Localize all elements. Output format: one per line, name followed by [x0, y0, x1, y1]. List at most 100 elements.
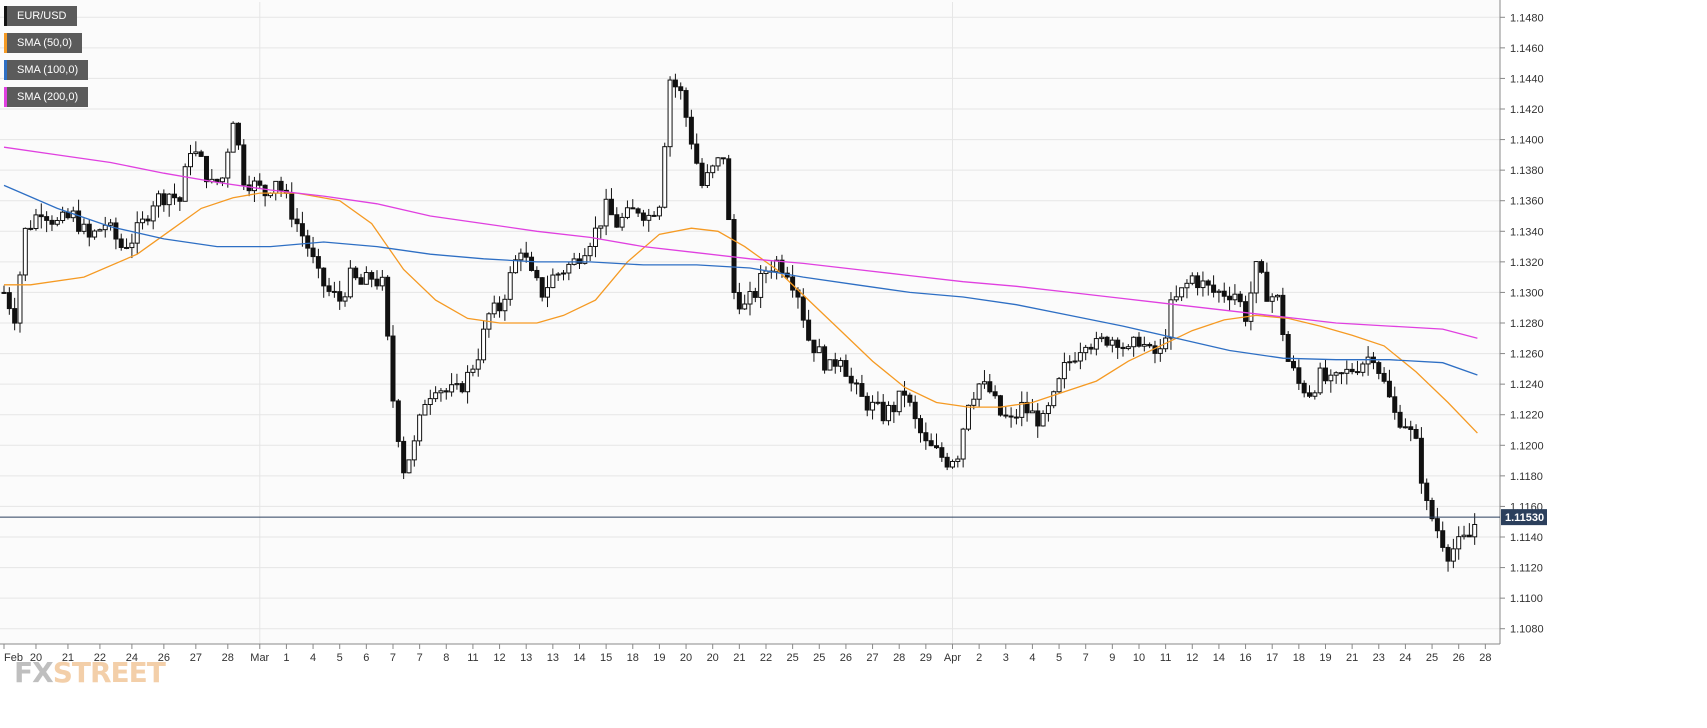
candle-body	[1466, 534, 1472, 538]
x-tick-label: 4	[1029, 652, 1035, 664]
candle-body	[342, 296, 348, 302]
candle-body	[225, 151, 231, 179]
x-tick-label: 2	[976, 652, 982, 664]
legend-label: SMA (100,0)	[17, 64, 79, 76]
x-tick-label: 22	[760, 652, 772, 664]
x-tick-label: 14	[1213, 652, 1225, 664]
legend-swatch	[4, 33, 7, 53]
candle-body	[1301, 382, 1307, 394]
candle-body	[491, 302, 497, 315]
legend-item-sma-100[interactable]: SMA (100,0)	[4, 60, 89, 80]
candle-body	[561, 272, 566, 275]
legend-item-eurusd[interactable]: EUR/USD	[4, 6, 77, 26]
y-tick-label: 1.1280	[1510, 318, 1544, 330]
candle-body	[1445, 546, 1451, 562]
candle-body	[1189, 275, 1195, 284]
candle-body	[76, 210, 82, 232]
candle-body	[1125, 346, 1131, 350]
candle-body	[289, 192, 295, 220]
candle-body	[592, 227, 598, 247]
y-tick-label: 1.1340	[1510, 226, 1544, 238]
candle-body	[699, 162, 705, 186]
candle-body	[1088, 346, 1094, 350]
candle-body	[1381, 372, 1387, 382]
candle-body	[241, 144, 247, 186]
candle-body	[965, 404, 971, 430]
candle-body	[529, 256, 535, 271]
candle-body	[470, 368, 476, 373]
candle-body	[1275, 294, 1281, 298]
candle-body	[997, 395, 1003, 416]
legend-label: SMA (50,0)	[17, 37, 73, 49]
candle-body	[1429, 499, 1435, 520]
candle-body	[502, 298, 508, 312]
sma-line	[3, 184, 1478, 376]
candle-body	[1024, 401, 1030, 414]
legend-item-sma-200[interactable]: SMA (200,0)	[4, 87, 89, 107]
x-tick-label: Apr	[944, 652, 961, 664]
candle-body	[1365, 356, 1371, 365]
candle-body	[534, 269, 540, 279]
last-price-badge	[1501, 509, 1547, 526]
candle-body	[294, 218, 300, 225]
candle-body	[582, 255, 588, 264]
x-tick-label: 18	[1293, 652, 1305, 664]
candle-body	[1019, 401, 1025, 418]
candle-body	[806, 319, 812, 341]
candle-body	[219, 177, 225, 183]
candle-body	[1120, 346, 1126, 350]
legend-item-sma-50[interactable]: SMA (50,0)	[4, 33, 83, 53]
legend-swatch	[4, 60, 7, 80]
x-tick-label: 26	[158, 652, 170, 664]
legend-swatch	[4, 87, 7, 107]
candle-body	[976, 383, 982, 400]
candle-body	[188, 153, 193, 168]
candle-body	[97, 229, 103, 232]
candle-body	[1184, 282, 1190, 289]
candle-body	[1168, 299, 1174, 339]
candle-body	[539, 277, 545, 298]
candle-body	[1418, 437, 1424, 484]
candle-body	[918, 418, 924, 434]
candle-body	[1029, 410, 1035, 414]
candle-body	[667, 79, 673, 148]
candle-body	[166, 193, 172, 206]
candle-body	[481, 328, 487, 361]
candle-body	[1296, 367, 1302, 384]
candle-body	[731, 219, 737, 293]
x-tick-label: Feb	[4, 652, 23, 664]
candle-body	[1040, 412, 1046, 427]
logo-street: STREET	[52, 656, 166, 689]
candle-body	[1354, 371, 1360, 374]
candle-body	[1440, 530, 1446, 548]
candle-body	[395, 400, 401, 442]
candle-body	[1157, 348, 1163, 354]
candle-body	[1237, 293, 1243, 303]
candle-body	[1216, 290, 1222, 293]
candle-body	[710, 165, 716, 174]
x-tick-label: 28	[1479, 652, 1491, 664]
candle-body	[870, 401, 876, 411]
candle-body	[358, 277, 364, 285]
candle-body	[672, 79, 678, 88]
candle-body	[230, 122, 236, 153]
candle-body	[337, 291, 343, 302]
y-tick-label: 1.1100	[1510, 593, 1543, 605]
x-tick-label: 26	[840, 652, 852, 664]
candle-body	[1322, 367, 1328, 382]
x-tick-label: 19	[1319, 652, 1331, 664]
candle-body	[619, 216, 625, 228]
candle-body	[662, 146, 668, 208]
candle-body	[1205, 280, 1211, 286]
candle-body	[321, 267, 327, 287]
candle-body	[44, 216, 50, 221]
candle-body	[203, 155, 209, 183]
candle-body	[1291, 360, 1297, 369]
candle-body	[1179, 287, 1185, 298]
candle-body	[912, 401, 918, 420]
candle-body	[624, 207, 630, 218]
candle-body	[172, 193, 178, 199]
x-tick-label: 24	[1399, 652, 1411, 664]
candle-body	[1269, 296, 1275, 302]
